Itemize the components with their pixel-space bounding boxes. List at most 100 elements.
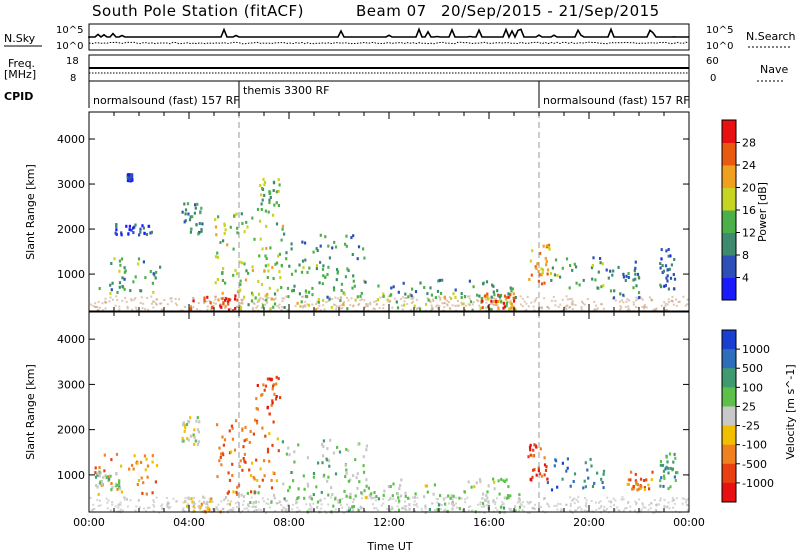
echo-cell (479, 480, 482, 484)
speckle (255, 306, 258, 309)
echo-cell (297, 443, 300, 447)
echo-cell (612, 269, 615, 273)
speckle (347, 299, 350, 302)
echo-cell (362, 470, 366, 474)
echo-cell (319, 260, 322, 264)
speckle (481, 497, 484, 500)
echo-cell (672, 460, 675, 464)
speckle (485, 301, 488, 304)
speckle (494, 503, 497, 506)
speckle (266, 498, 269, 501)
echo-cell (110, 288, 113, 292)
speckle (130, 298, 133, 301)
echo-cell (123, 266, 126, 270)
echo-cell (482, 282, 485, 286)
speckle (583, 303, 586, 306)
speckle (448, 306, 451, 309)
echo-cell (397, 496, 400, 500)
echo-cell (486, 496, 489, 500)
echo-cell (546, 477, 549, 481)
speckle (509, 299, 512, 302)
speckle (403, 300, 406, 303)
speckle (648, 503, 651, 506)
speckle (608, 500, 611, 503)
echo-cell (490, 299, 493, 303)
speckle (375, 300, 378, 303)
echo-cell (509, 286, 512, 290)
speckle (672, 303, 675, 306)
speckle (123, 496, 126, 499)
speckle (526, 511, 529, 514)
echo-cell (120, 233, 123, 237)
echo-cell (582, 278, 585, 282)
echo-cell (291, 289, 294, 293)
speckle (448, 301, 451, 304)
colorbar-tick-label: 1000 (742, 343, 770, 356)
echo-region-10 (546, 457, 606, 492)
echo-cell (665, 249, 668, 253)
speckle (539, 505, 542, 508)
echo-cell (627, 478, 630, 482)
speckle (580, 306, 583, 309)
echo-cell (493, 293, 496, 297)
speckle (675, 298, 678, 301)
nsearch-line (88, 41, 690, 45)
speckle (97, 504, 100, 507)
speckle (267, 296, 270, 299)
speckle (346, 296, 349, 299)
speckle (446, 304, 449, 307)
echo-region-8 (364, 477, 521, 501)
echo-cell (255, 397, 258, 401)
echo-cell (547, 243, 551, 247)
echo-cell (276, 437, 279, 441)
speckle (483, 504, 486, 507)
echo-cell (204, 509, 207, 513)
echo-cell (532, 454, 535, 458)
echo-cell (546, 268, 550, 272)
speckle (204, 502, 207, 505)
speckle (374, 499, 377, 502)
speckle (147, 308, 150, 311)
echo-cell (349, 478, 352, 482)
speckle (351, 509, 354, 512)
echo-cell (363, 279, 366, 283)
time-axis-label: Time UT (366, 540, 412, 553)
echo-cell (288, 264, 291, 268)
echo-cell (251, 265, 254, 269)
echo-cell (662, 474, 666, 478)
echo-cell (472, 285, 475, 289)
speckle (675, 304, 678, 307)
echo-cell (121, 276, 124, 280)
echo-cell (193, 442, 196, 446)
echo-cell (334, 497, 337, 501)
speckle (376, 509, 379, 512)
echo-cell (632, 487, 635, 490)
echo-cell (271, 387, 274, 391)
speckle (510, 305, 513, 308)
speckle (241, 301, 244, 304)
speckle (569, 509, 572, 512)
echo-cell (322, 264, 325, 268)
echo-cell (129, 289, 132, 293)
speckle (351, 501, 354, 504)
speckle (335, 305, 338, 308)
speckle (166, 501, 169, 504)
speckle (455, 496, 458, 499)
speckle (604, 509, 607, 512)
echo-cell (98, 470, 101, 474)
ytick-label: 2000 (57, 424, 85, 437)
speckle (484, 306, 487, 309)
echo-cell (196, 416, 199, 420)
echo-cell (306, 270, 309, 274)
speckle (281, 300, 284, 303)
echo-cell (215, 233, 218, 237)
echo-cell (546, 481, 549, 485)
speckle (337, 501, 340, 504)
echo-cell (347, 269, 350, 273)
speckle (89, 496, 92, 499)
speckle (496, 497, 499, 500)
speckle (119, 508, 122, 511)
speckle (281, 297, 284, 300)
speckle (99, 504, 102, 507)
echo-cell (243, 452, 246, 456)
